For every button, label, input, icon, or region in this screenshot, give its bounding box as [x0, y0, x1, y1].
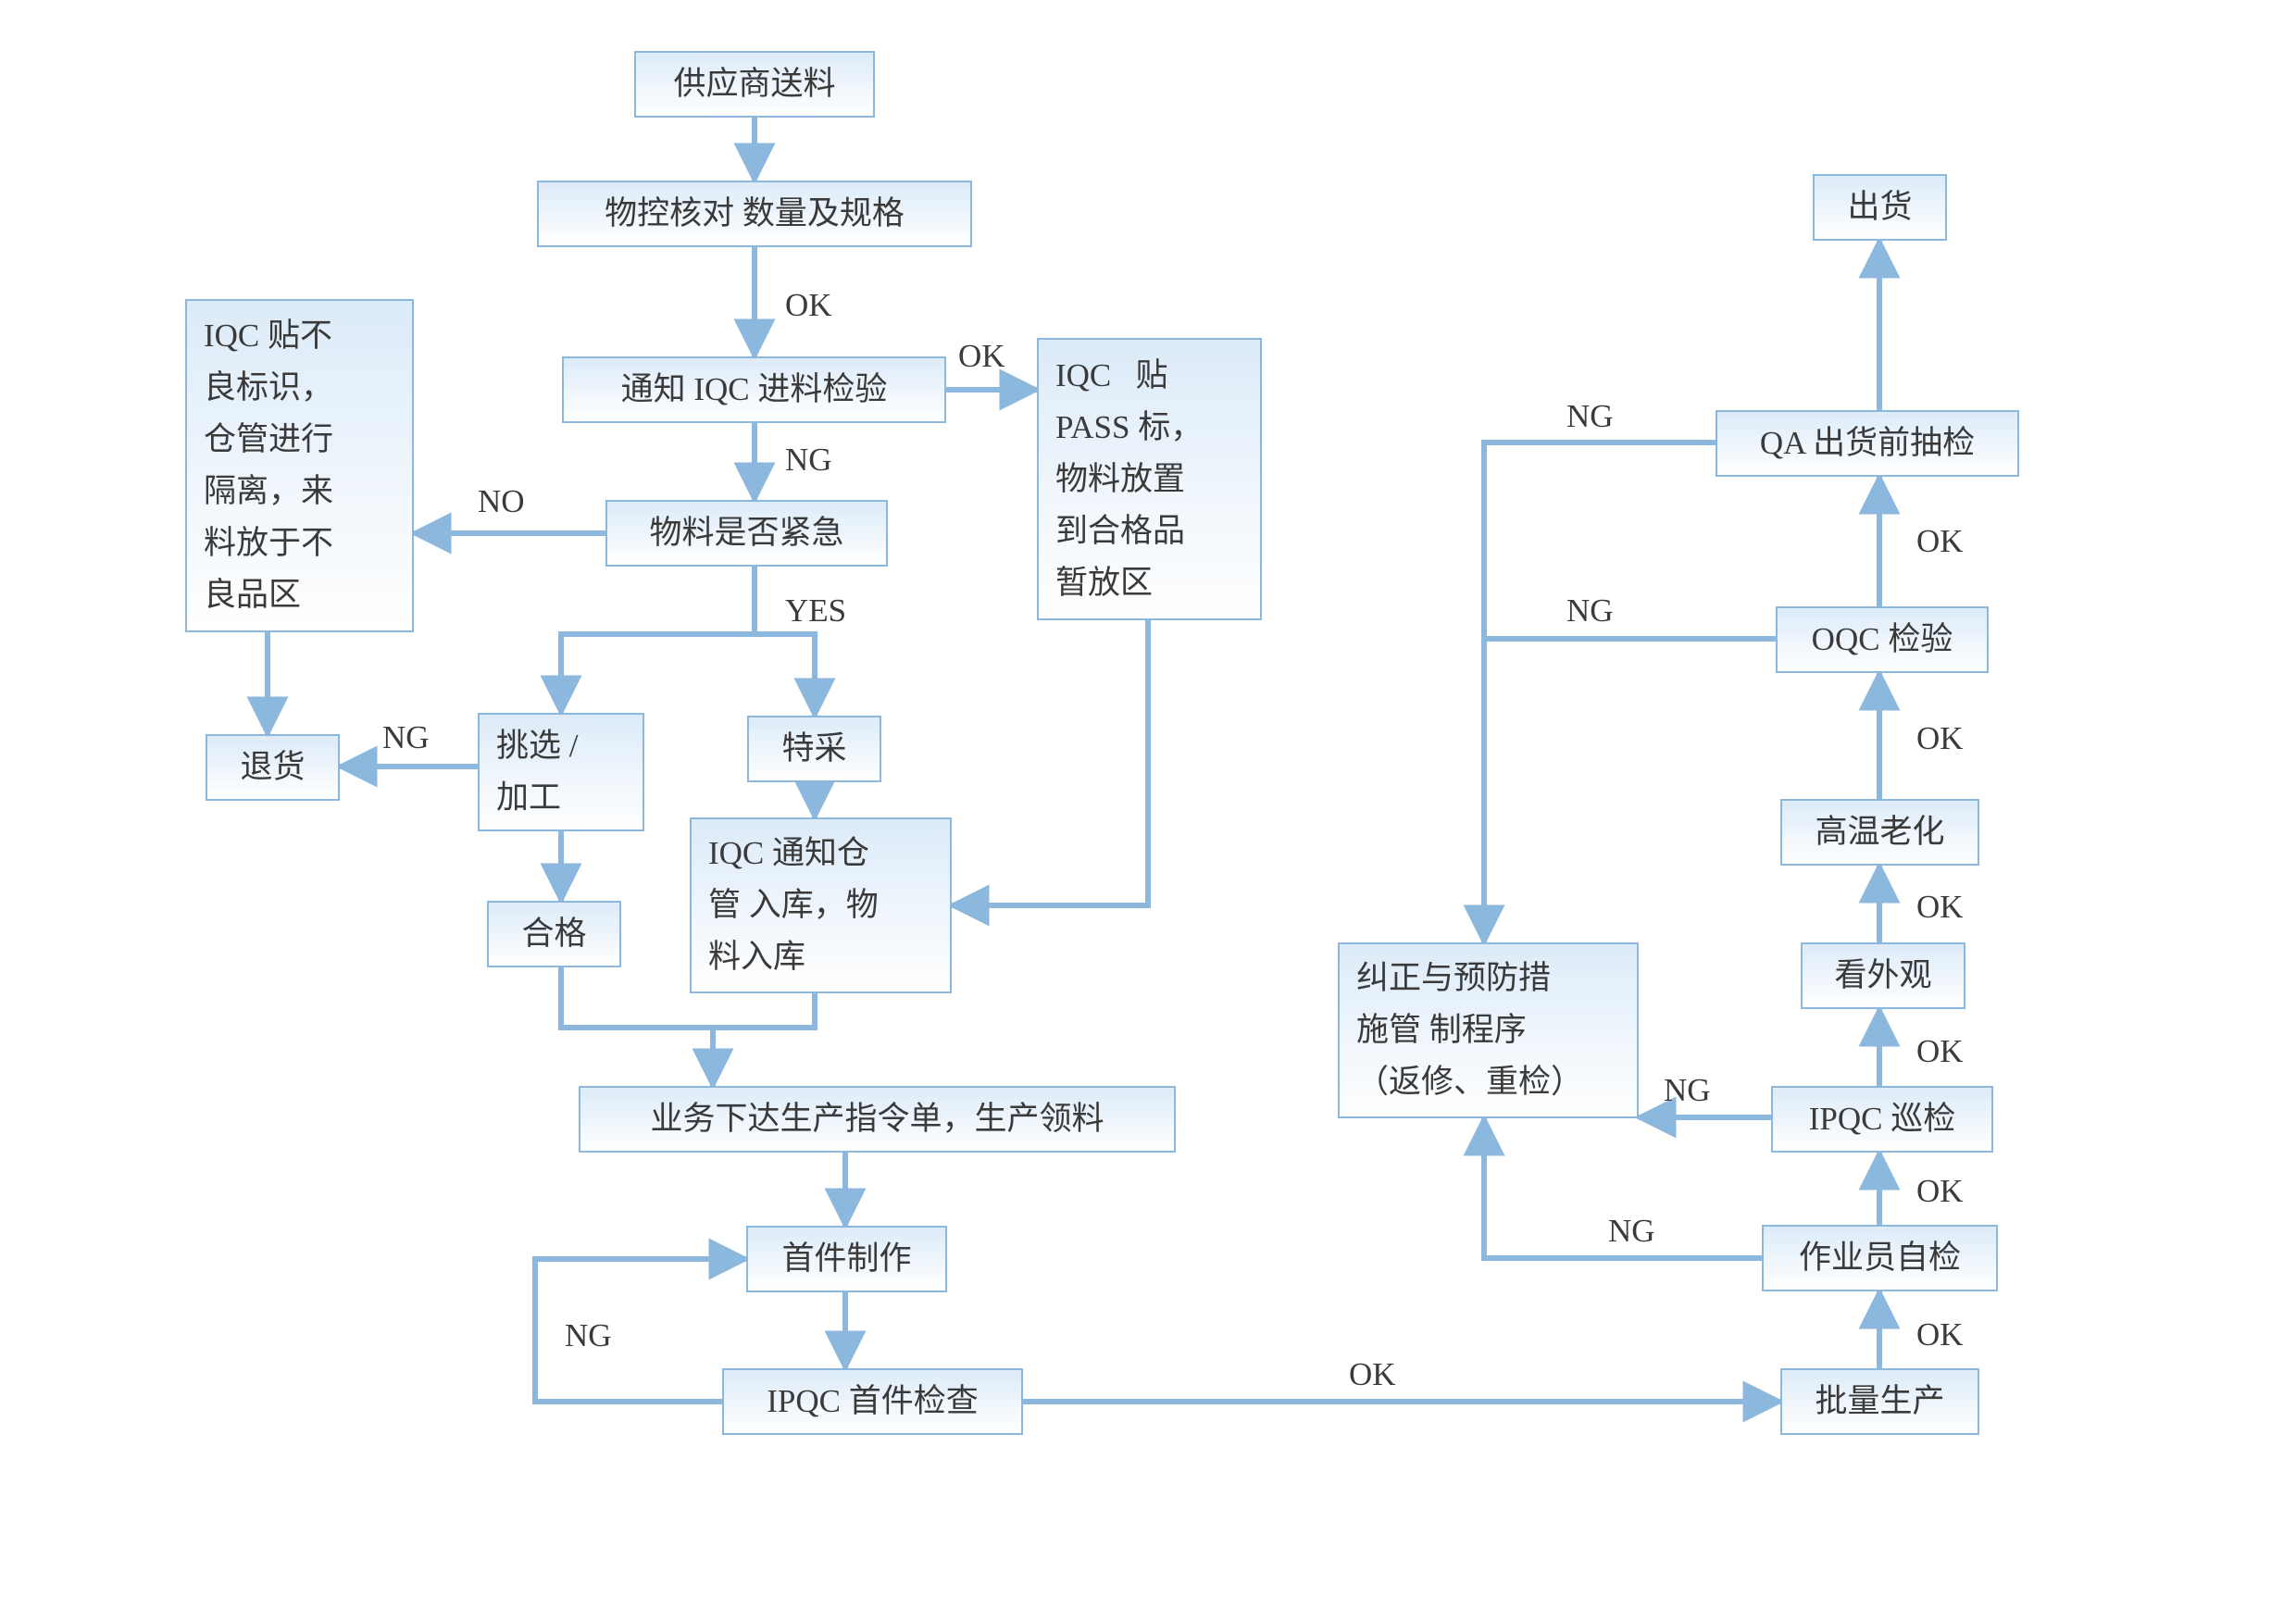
- flow-node-n18: 看外观: [1801, 942, 1965, 1009]
- flow-node-n21: QA 出货前抽检: [1716, 410, 2019, 477]
- flow-edge-n10-n12: [713, 993, 815, 1028]
- flow-node-n3: 通知 IQC 进料检验: [562, 356, 946, 423]
- flow-edge-n11-n10: [952, 620, 1148, 905]
- flow-node-n1: 供应商送料: [634, 51, 875, 118]
- flow-edge-split-n8: [755, 634, 815, 716]
- edge-label: NG: [382, 719, 430, 756]
- flow-node-n11: IQC 贴 PASS 标， 物料放置 到合格品 暂放区: [1037, 338, 1262, 620]
- flow-node-n23: 纠正与预防措 施管 制程序 （返修、重检）: [1338, 942, 1639, 1118]
- flow-node-n17: IPQC 巡检: [1771, 1086, 1993, 1153]
- flowchart-canvas: 供应商送料物控核对 数量及规格通知 IQC 进料检验物料是否紧急 IQC 贴不 良…: [0, 0, 2296, 1621]
- flow-node-n5: IQC 贴不 良标识， 仓管进行 隔离，来 料放于不 良品区: [185, 299, 414, 632]
- edge-label: OK: [785, 287, 832, 324]
- edge-label: OK: [1916, 1316, 1964, 1353]
- flow-node-n12: 业务下达生产指令单，生产领料: [579, 1086, 1176, 1153]
- flow-node-n20: OQC 检验: [1776, 606, 1989, 673]
- flow-node-n22: 出货: [1813, 174, 1947, 241]
- edge-label: NG: [1566, 592, 1614, 630]
- flow-node-n6: 退货: [206, 734, 340, 801]
- flow-node-n14: IPQC 首件检查: [722, 1368, 1023, 1435]
- flow-node-n9: 合格: [487, 901, 621, 967]
- edge-label: NG: [1608, 1213, 1655, 1250]
- edge-label: NG: [785, 442, 832, 479]
- flow-node-n2: 物控核对 数量及规格: [537, 181, 972, 247]
- flow-node-n16: 作业员自检: [1762, 1225, 1998, 1291]
- flow-node-n7: 挑选 / 加工: [478, 713, 644, 831]
- flow-node-n4: 物料是否紧急: [605, 500, 888, 567]
- edge-label: OK: [1916, 1173, 1964, 1210]
- edge-label: NO: [478, 483, 525, 520]
- flow-node-n10: IQC 通知仓 管 入库，物 料入库: [690, 817, 952, 993]
- edge-label: OK: [1916, 720, 1964, 757]
- flow-edge-split-n7: [561, 634, 755, 713]
- flow-node-n8: 特采: [747, 716, 881, 782]
- edge-label: NG: [1664, 1072, 1711, 1109]
- edge-label: NG: [1566, 398, 1614, 435]
- edge-label: OK: [1916, 889, 1964, 926]
- flow-edge-n20-n23: [1484, 639, 1776, 942]
- edge-label: NG: [565, 1317, 612, 1354]
- flow-node-n15: 批量生产: [1780, 1368, 1979, 1435]
- flow-node-n13: 首件制作: [746, 1226, 947, 1292]
- edge-label: YES: [785, 592, 846, 630]
- edge-label: OK: [1916, 523, 1964, 560]
- flow-node-n19: 高温老化: [1780, 799, 1979, 866]
- edge-label: OK: [958, 338, 1005, 375]
- edge-label: OK: [1349, 1356, 1396, 1393]
- edge-label: OK: [1916, 1033, 1964, 1070]
